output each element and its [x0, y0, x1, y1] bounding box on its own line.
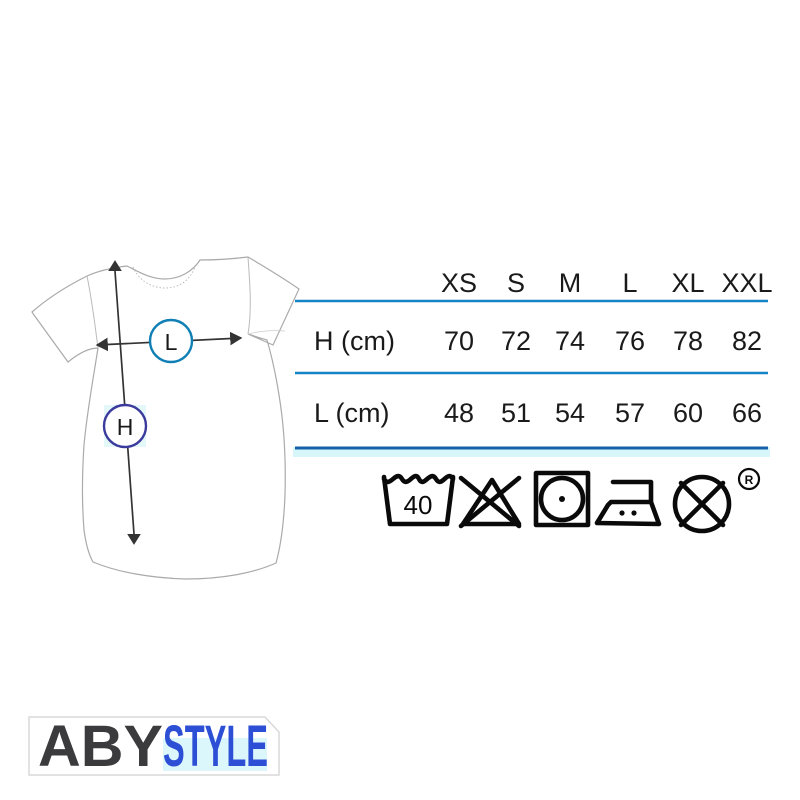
svg-text:54: 54 — [555, 398, 585, 428]
svg-text:H: H — [117, 414, 134, 440]
svg-text:ABY: ABY — [38, 714, 163, 779]
svg-text:S: S — [507, 268, 525, 298]
svg-text:60: 60 — [673, 398, 703, 428]
svg-text:XXL: XXL — [721, 268, 772, 298]
svg-text:M: M — [559, 268, 582, 298]
svg-text:66: 66 — [732, 398, 762, 428]
svg-text:57: 57 — [615, 398, 645, 428]
svg-text:L: L — [622, 268, 637, 298]
svg-text:L: L — [165, 329, 178, 355]
svg-text:74: 74 — [555, 326, 585, 356]
svg-text:XS: XS — [441, 268, 477, 298]
svg-text:R: R — [745, 473, 754, 487]
svg-text:82: 82 — [732, 326, 762, 356]
svg-text:51: 51 — [501, 398, 531, 428]
svg-text:78: 78 — [673, 326, 703, 356]
svg-text:STYLE: STYLE — [163, 714, 268, 779]
svg-text:H (cm): H (cm) — [314, 326, 395, 356]
svg-text:L (cm): L (cm) — [314, 398, 390, 428]
svg-text:72: 72 — [501, 326, 531, 356]
svg-text:48: 48 — [444, 398, 474, 428]
svg-text:XL: XL — [671, 268, 704, 298]
svg-text:76: 76 — [615, 326, 645, 356]
svg-text:40: 40 — [404, 490, 433, 520]
svg-text:70: 70 — [444, 326, 474, 356]
